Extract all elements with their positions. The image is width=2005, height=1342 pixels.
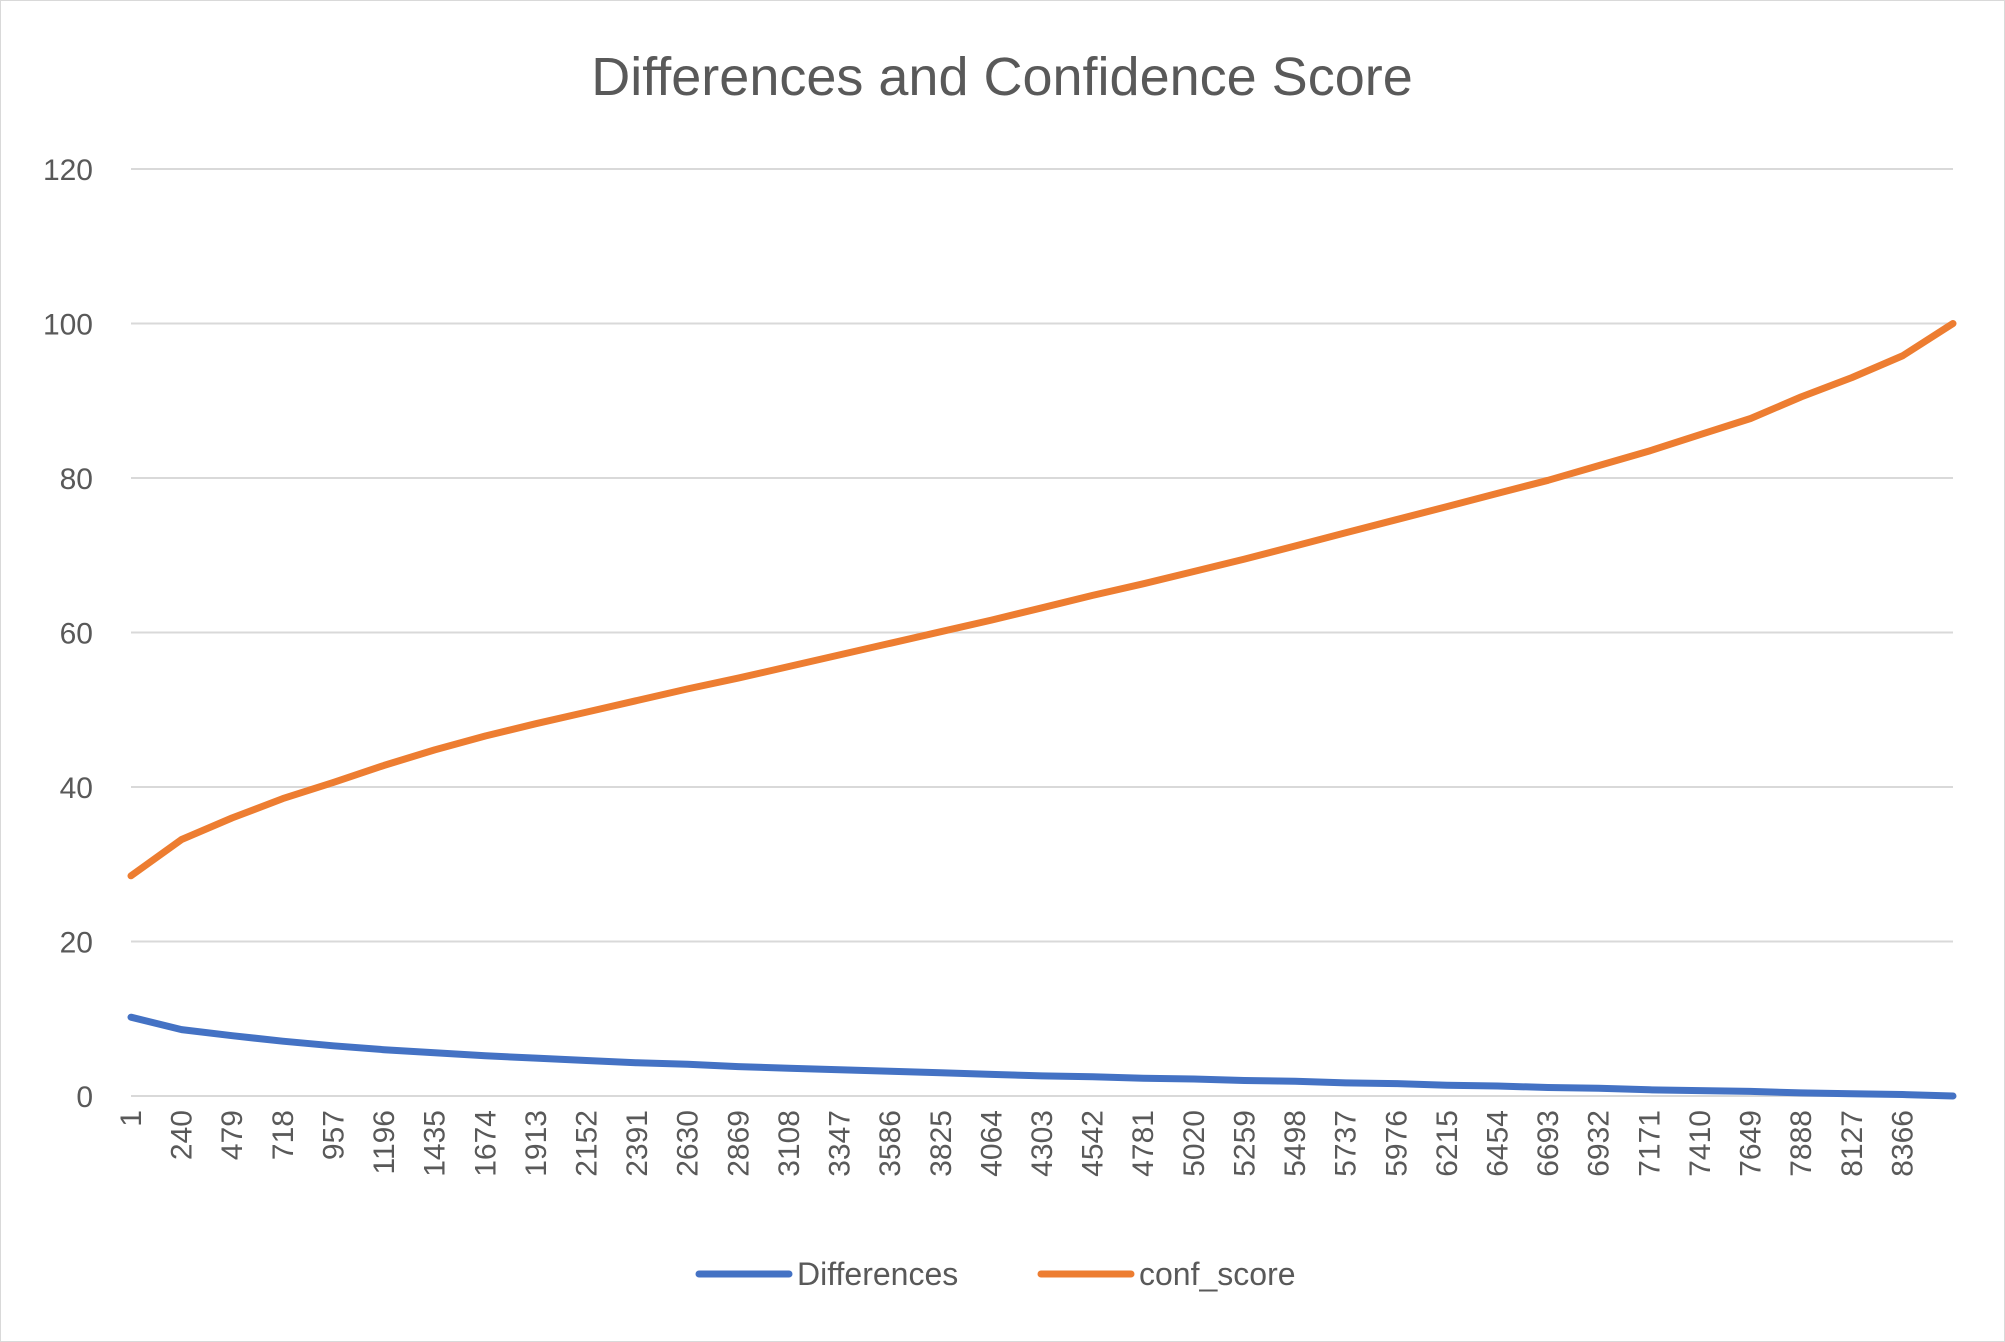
legend-label: conf_score [1139,1256,1296,1292]
y-tick-label: 80 [60,463,93,496]
chart-title: Differences and Confidence Score [591,47,1413,107]
x-tick-label: 6932 [1583,1110,1616,1177]
x-axis-tick-labels: 1 240 479 718 957 1196 1435 1674 1913 2152 2391 263… [115,1110,1919,1177]
y-tick-label: 100 [43,309,93,342]
x-tick-label: 1 [115,1110,148,1127]
x-tick-label: 2152 [571,1110,604,1177]
series-lines [127,320,1957,1100]
x-tick-label: 5737 [1330,1110,1363,1177]
series-line-differences [127,1013,1957,1100]
x-tick-label: 6454 [1482,1110,1515,1177]
x-tick-label: 2869 [722,1110,755,1177]
x-tick-label: 6693 [1532,1110,1565,1177]
x-tick-label: 2391 [621,1110,654,1177]
x-tick-label: 3347 [824,1110,857,1177]
x-tick-label: 7410 [1684,1110,1717,1177]
x-tick-label: 718 [267,1110,300,1160]
x-tick-label: 4781 [1127,1110,1160,1177]
x-tick-label: 8366 [1886,1110,1919,1177]
x-tick-label: 479 [216,1110,249,1160]
x-tick-label: 6215 [1431,1110,1464,1177]
y-axis-tick-labels: 0 20 40 60 80 100 120 [43,154,93,1114]
x-tick-label: 3586 [874,1110,907,1177]
x-tick-label: 7888 [1785,1110,1818,1177]
y-tick-label: 0 [76,1081,93,1114]
x-tick-label: 1196 [368,1110,401,1175]
x-tick-label: 7171 [1633,1110,1666,1177]
y-tick-label: 20 [60,927,93,960]
x-tick-label: 1435 [419,1110,452,1177]
legend-label: Differences [797,1256,958,1292]
x-tick-label: 5259 [1228,1110,1261,1177]
x-tick-label: 8127 [1836,1110,1869,1177]
x-tick-label: 1913 [520,1110,553,1177]
y-tick-label: 60 [60,618,93,651]
x-tick-label: 3108 [773,1110,806,1177]
x-tick-label: 3825 [925,1110,958,1177]
x-tick-label: 957 [317,1110,350,1160]
x-tick-label: 4303 [1026,1110,1059,1177]
x-tick-label: 2630 [672,1110,705,1177]
x-tick-label: 240 [166,1110,199,1160]
x-tick-label: 5020 [1178,1110,1211,1177]
x-tick-label: 7649 [1735,1110,1768,1177]
x-tick-label: 4542 [1077,1110,1110,1177]
gridlines [131,168,1953,1097]
x-tick-label: 4064 [975,1110,1008,1177]
x-tick-label: 5498 [1279,1110,1312,1177]
legend: Differences conf_score [695,1256,1296,1292]
y-tick-label: 40 [60,772,93,805]
x-tick-label: 1674 [469,1110,502,1177]
series-line-conf-score [127,320,1957,880]
x-tick-label: 5976 [1380,1110,1413,1177]
y-tick-label: 120 [43,154,93,187]
